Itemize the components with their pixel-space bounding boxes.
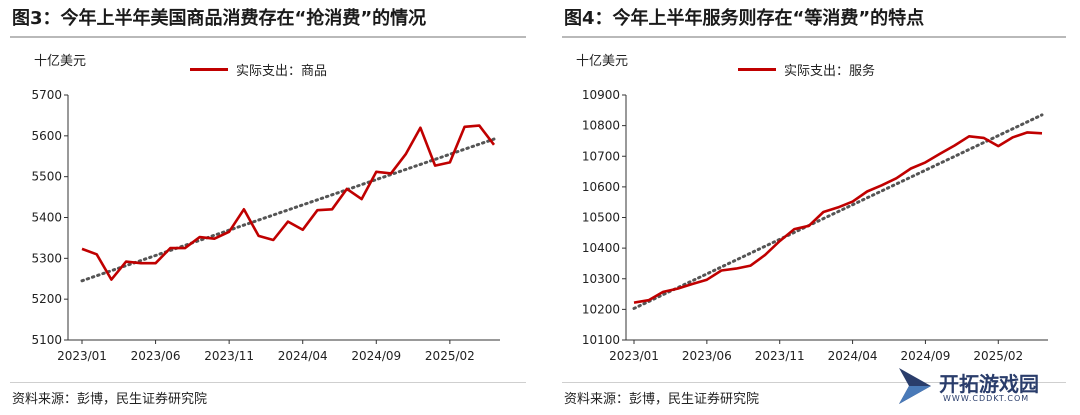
y-tick-label: 5600 (31, 129, 62, 143)
x-tick-label: 2024/04 (828, 349, 878, 363)
footer-divider (562, 382, 1066, 383)
x-tick-label: 2023/01 (57, 349, 107, 363)
y-tick-label: 5400 (31, 211, 62, 225)
trend-line (80, 137, 496, 283)
series-line (81, 124, 496, 281)
x-tick-label: 2023/01 (609, 349, 659, 363)
trend-line (632, 113, 1044, 310)
legend-swatch (190, 68, 228, 71)
watermark-url: WWW.CDDKT.COM (943, 394, 1030, 403)
y-tick-label: 10900 (582, 88, 620, 102)
y-axis-unit: 十亿美元 (576, 54, 629, 69)
y-tick-label: 10200 (582, 302, 620, 316)
line-chart-services: 10100 10200 10300 10400 10500 10600 10700 10800… (582, 88, 1048, 363)
logo-mark-icon (899, 368, 931, 404)
legend-label: 实际支出：商品 (236, 64, 328, 79)
title-divider (10, 36, 526, 38)
source-note: 资料来源：彭博，民生证券研究院 (12, 392, 208, 407)
legend-label: 实际支出：服务 (784, 64, 876, 79)
x-tick-label: 2024/09 (900, 349, 950, 363)
y-tick-label: 10600 (582, 180, 620, 194)
y-tick-label: 10100 (582, 333, 620, 347)
series-line (633, 131, 1043, 304)
y-tick-label: 5300 (31, 251, 62, 265)
chart-panel-services: 图4：今年上半年服务则存在“等消费”的特点 十亿美元 实际支出：服务 10100… (552, 0, 1080, 415)
watermark-logo: 开拓游戏园 WWW.CDDKT.COM (895, 364, 1075, 412)
x-tick-label: 2024/09 (351, 349, 401, 363)
y-tick-label: 5700 (31, 88, 62, 102)
y-tick-label: 10300 (582, 272, 620, 286)
x-tick-label: 2023/11 (204, 349, 254, 363)
line-chart-goods: 5100 5200 5300 5400 5500 5600 5700 2023/01 2023/… (31, 88, 500, 363)
chart-title: 图4：今年上半年服务则存在“等消费”的特点 (564, 8, 925, 29)
chart-title: 图3：今年上半年美国商品消费存在“抢消费”的情况 (12, 8, 427, 29)
legend: 实际支出：服务 (738, 60, 875, 79)
chart-panel-goods: 图3：今年上半年美国商品消费存在“抢消费”的情况 十亿美元 实际支出：商品 51… (10, 8, 526, 407)
y-tick-label: 10400 (582, 241, 620, 255)
x-tick-label: 2024/04 (278, 349, 328, 363)
title-divider (562, 36, 1066, 38)
x-tick-label: 2025/02 (425, 349, 475, 363)
y-tick-label: 5100 (31, 333, 62, 347)
y-tick-label: 10500 (582, 211, 620, 225)
y-axis-unit: 十亿美元 (34, 54, 87, 69)
legend-swatch (738, 68, 776, 71)
x-tick-label: 2025/02 (973, 349, 1023, 363)
source-note: 资料来源：彭博，民生证券研究院 (564, 392, 760, 407)
watermark-name: 开拓游戏园 (939, 372, 1039, 396)
x-tick-label: 2023/06 (682, 349, 732, 363)
y-tick-label: 10800 (582, 119, 620, 133)
y-tick-label: 5500 (31, 170, 62, 184)
y-tick-label: 10700 (582, 149, 620, 163)
x-tick-label: 2023/06 (131, 349, 181, 363)
y-tick-label: 5200 (31, 292, 62, 306)
legend: 实际支出：商品 (190, 60, 327, 79)
x-tick-label: 2023/11 (755, 349, 805, 363)
footer-divider (10, 382, 526, 383)
